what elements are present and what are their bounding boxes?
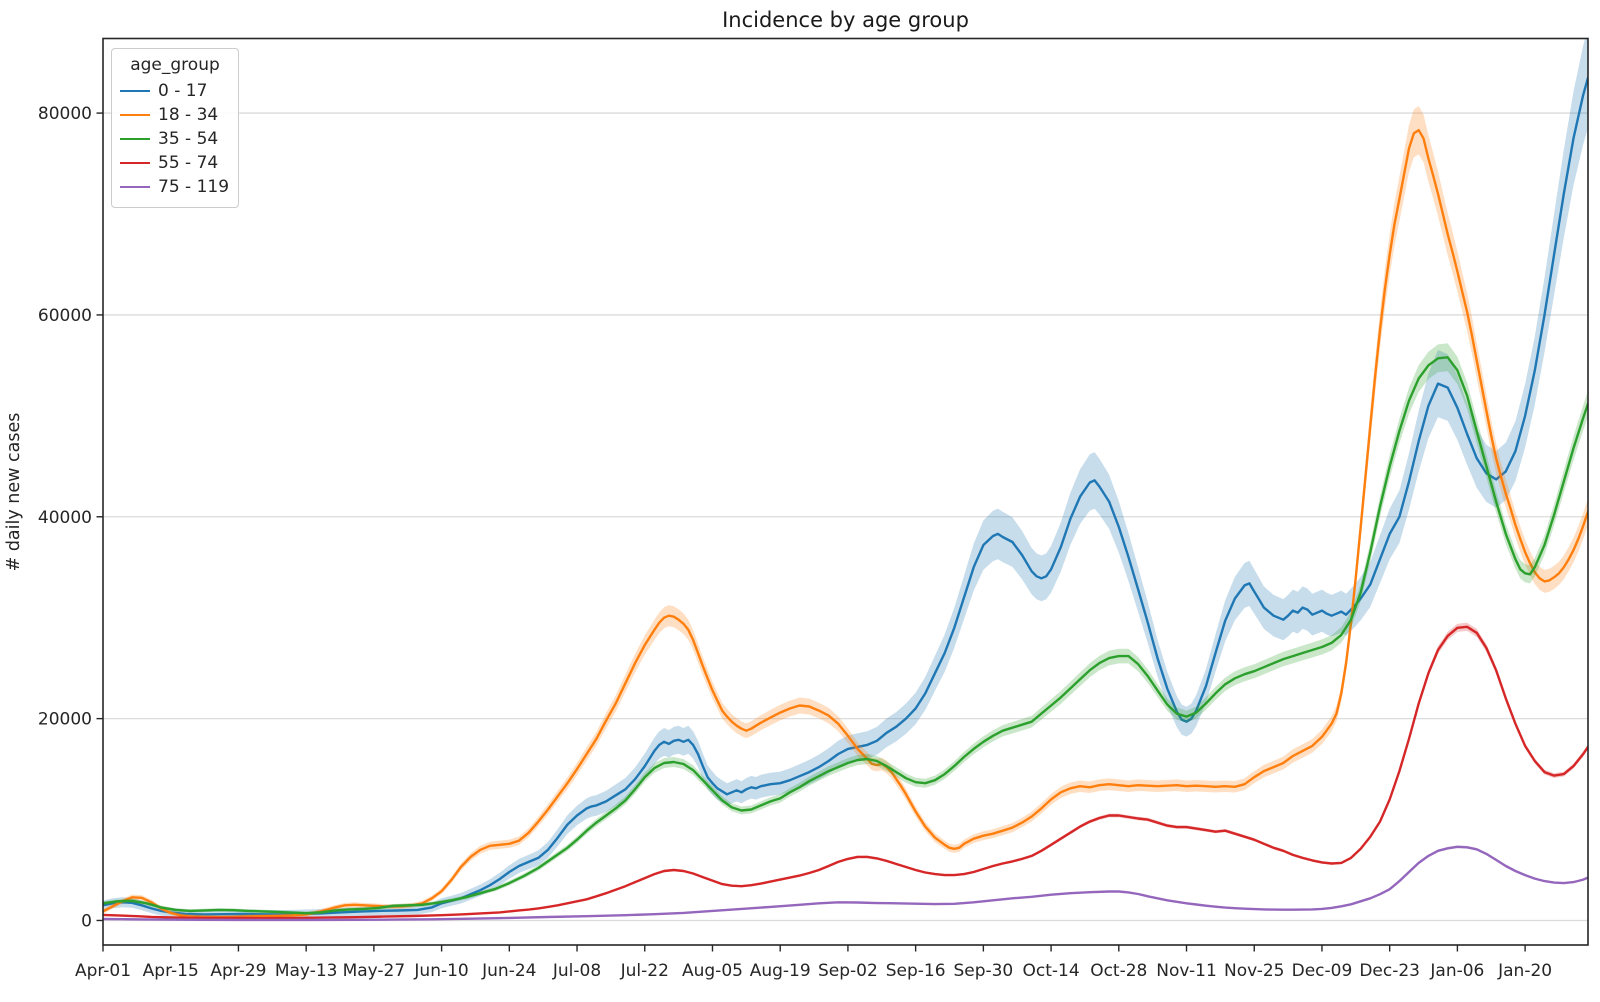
legend-line-swatch [120, 114, 150, 116]
svg-text:Apr-29: Apr-29 [210, 961, 266, 981]
ci-band [103, 622, 1588, 919]
ci-band [103, 106, 1588, 920]
data-line [103, 76, 1588, 916]
series-group [103, 38, 1588, 922]
svg-text:May-27: May-27 [343, 961, 406, 981]
svg-text:Apr-01: Apr-01 [75, 961, 131, 981]
legend-line-swatch [120, 90, 150, 92]
svg-text:Nov-11: Nov-11 [1156, 961, 1217, 981]
svg-text:Aug-05: Aug-05 [682, 961, 743, 981]
svg-text:Jul-22: Jul-22 [620, 961, 669, 981]
gridlines [103, 112, 1588, 922]
legend-entry: 0 - 17 [120, 79, 230, 103]
svg-text:60000: 60000 [38, 306, 92, 326]
legend-title: age_group [130, 55, 220, 75]
svg-text:40000: 40000 [38, 508, 92, 528]
svg-text:Nov-25: Nov-25 [1224, 961, 1285, 981]
data-line [103, 625, 1588, 920]
svg-text:Jun-10: Jun-10 [413, 961, 468, 981]
svg-text:Sep-30: Sep-30 [953, 961, 1013, 981]
legend-line-swatch [120, 186, 150, 188]
legend: age_group 0 - 17 18 - 34 35 - 54 55 - 74… [111, 48, 239, 208]
legend-entry-label: 0 - 17 [158, 81, 208, 101]
legend-entry-label: 35 - 54 [158, 129, 219, 149]
ci-band [103, 343, 1588, 915]
legend-entry-label: 18 - 34 [158, 105, 219, 125]
svg-text:Sep-02: Sep-02 [818, 961, 878, 981]
svg-text:0: 0 [81, 911, 92, 931]
svg-text:Oct-28: Oct-28 [1090, 961, 1147, 981]
legend-line-swatch [120, 138, 150, 140]
y-axis: 0 20000 40000 60000 80000 [38, 104, 103, 931]
plot-spines [102, 37, 1589, 946]
legend-entry: 75 - 119 [120, 175, 230, 199]
data-line [103, 129, 1588, 919]
legend-entry-label: 75 - 119 [158, 177, 230, 197]
svg-text:Aug-19: Aug-19 [750, 961, 811, 981]
svg-text:Dec-23: Dec-23 [1359, 961, 1420, 981]
svg-text:80000: 80000 [38, 104, 92, 124]
legend-entry: 35 - 54 [120, 127, 230, 151]
svg-text:May-13: May-13 [275, 961, 338, 981]
data-line [103, 356, 1588, 915]
svg-text:Jun-24: Jun-24 [481, 961, 536, 981]
svg-text:Dec-09: Dec-09 [1292, 961, 1353, 981]
legend-entry-label: 55 - 74 [158, 153, 219, 173]
legend-entry: 55 - 74 [120, 151, 230, 175]
svg-text:Jan-20: Jan-20 [1497, 961, 1552, 981]
svg-text:Jan-06: Jan-06 [1429, 961, 1484, 981]
legend-entry: 18 - 34 [120, 103, 230, 127]
data-line [103, 845, 1588, 922]
svg-text:Sep-16: Sep-16 [886, 961, 946, 981]
y-axis-label: # daily new cases [4, 412, 24, 572]
ci-band [103, 38, 1588, 919]
chart-title: Incidence by age group [722, 8, 969, 32]
svg-text:20000: 20000 [38, 710, 92, 730]
svg-text:Oct-14: Oct-14 [1022, 961, 1079, 981]
svg-text:Jul-08: Jul-08 [552, 961, 601, 981]
svg-text:Apr-15: Apr-15 [143, 961, 199, 981]
legend-line-swatch [120, 162, 150, 164]
x-axis: Apr-01 Apr-15 Apr-29 May-13 May-27 Jun-10 Jun-… [75, 945, 1552, 981]
